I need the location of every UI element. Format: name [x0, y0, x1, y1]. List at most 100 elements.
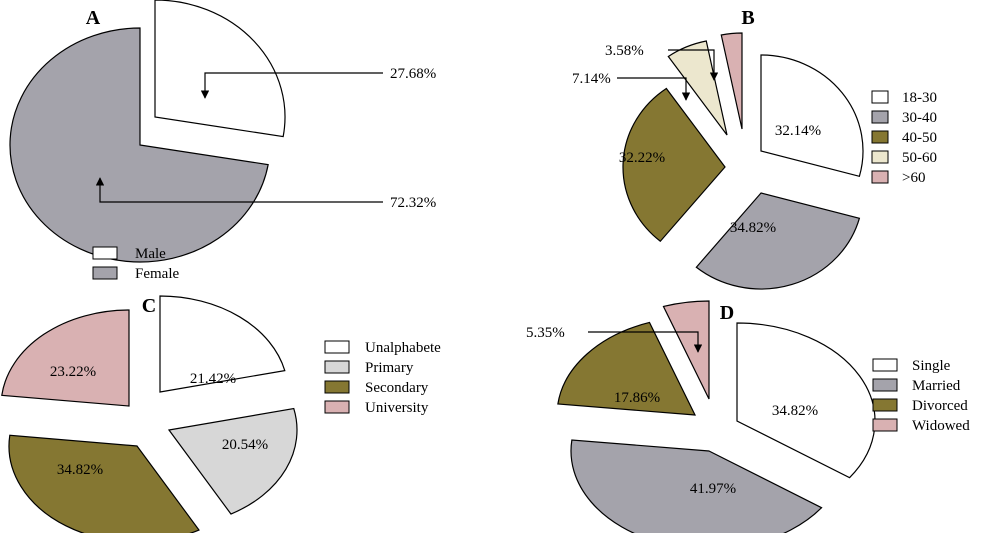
- slice-label-university: 23.22%: [50, 364, 96, 380]
- panel-b-callouts: 7.14% 3.58%: [572, 43, 719, 101]
- panel-c-slices: [1, 295, 298, 538]
- callout-arrow-widowed: [588, 331, 703, 353]
- slice-label-married: 41.97%: [690, 481, 736, 497]
- panel-d: D 34.82% 41.97% 17.86% 5.35% Single Marr…: [526, 300, 970, 538]
- panel-b: B 32.14% 34.82% 32.22% 7.14% 3.58% 18-30…: [572, 7, 937, 290]
- pie-slice-single: [736, 322, 876, 479]
- panel-d-slices: [557, 300, 876, 538]
- legend-label-unalphabete: Unalphabete: [365, 340, 441, 356]
- legend-swatch-primary: [324, 360, 350, 374]
- callout-label-male: 27.68%: [390, 66, 436, 82]
- legend-item-secondary: Secondary: [324, 380, 429, 396]
- pie-slice-divorced: [557, 321, 697, 416]
- legend-label-40-50: 40-50: [902, 130, 937, 146]
- pie-slice-40-50: [622, 87, 726, 243]
- legend-item-female: Female: [92, 266, 179, 282]
- legend-swatch-30-40: [871, 110, 889, 124]
- slice-label-divorced: 17.86%: [614, 390, 660, 406]
- panel-b-title: B: [741, 7, 754, 29]
- slice-label-18-30: 32.14%: [775, 123, 821, 139]
- legend-label-female: Female: [135, 266, 179, 282]
- legend-swatch-unalphabete: [324, 340, 350, 354]
- panel-a-slices: [9, 0, 286, 263]
- slice-label-30-40: 34.82%: [730, 220, 776, 236]
- slice-label-single: 34.82%: [772, 403, 818, 419]
- legend-swatch-married: [872, 378, 898, 392]
- legend-label-primary: Primary: [365, 360, 414, 376]
- pie-slice-30-40: [695, 192, 861, 290]
- pie-slice-widowed: [662, 300, 710, 400]
- panel-c-title: C: [142, 295, 156, 317]
- panel-b-legend: 18-30 30-40 40-50 50-60 >60: [871, 90, 937, 186]
- legend-swatch-40-50: [871, 130, 889, 144]
- panel-c: C 21.42% 20.54% 34.82% 23.22% Unalphabet…: [1, 295, 441, 538]
- callout-label-widowed: 5.35%: [526, 325, 565, 341]
- legend-item-university: University: [324, 400, 429, 416]
- pie-slice-female: [9, 27, 269, 263]
- callout-arrow-female: [95, 177, 383, 203]
- panel-a-title: A: [86, 7, 101, 29]
- panel-d-title: D: [720, 302, 734, 324]
- legend-swatch-gt60: [871, 170, 889, 184]
- legend-swatch-single: [872, 358, 898, 372]
- legend-swatch-female: [92, 266, 118, 280]
- legend-label-secondary: Secondary: [365, 380, 429, 396]
- legend-item-gt60: >60: [871, 170, 925, 186]
- legend-item-unalphabete: Unalphabete: [324, 340, 441, 356]
- pie-slice-18-30: [760, 54, 864, 178]
- legend-swatch-divorced: [872, 398, 898, 412]
- callout-label-gt60: 3.58%: [605, 43, 644, 59]
- panel-c-legend: Unalphabete Primary Secondary University: [324, 340, 441, 416]
- legend-swatch-university: [324, 400, 350, 414]
- panel-a-callouts: 27.68% 72.32%: [95, 66, 436, 211]
- callout-arrow-gt60: [668, 49, 719, 81]
- legend-item-male: Male: [92, 246, 166, 262]
- legend-label-divorced: Divorced: [912, 398, 968, 414]
- callout-label-50-60: 7.14%: [572, 71, 611, 87]
- legend-item-single: Single: [872, 358, 951, 374]
- pie-slice-50-60: [667, 40, 728, 136]
- legend-label-50-60: 50-60: [902, 150, 937, 166]
- panel-d-callouts: 5.35%: [526, 325, 703, 353]
- legend-label-widowed: Widowed: [912, 418, 970, 434]
- legend-item-divorced: Divorced: [872, 398, 968, 414]
- callout-arrow-50-60: [617, 77, 691, 101]
- legend-swatch-50-60: [871, 150, 889, 164]
- pie-slice-married: [570, 439, 823, 538]
- legend-item-40-50: 40-50: [871, 130, 937, 146]
- legend-label-18-30: 18-30: [902, 90, 937, 106]
- slice-label-unalphabete: 21.42%: [190, 371, 236, 387]
- legend-label-university: University: [365, 400, 429, 416]
- legend-swatch-secondary: [324, 380, 350, 394]
- pie-slice-unalphabete: [159, 295, 286, 393]
- pie-slice-primary: [167, 407, 298, 515]
- legend-swatch-18-30: [871, 90, 889, 104]
- pie-slice-male: [154, 0, 286, 138]
- panel-d-legend: Single Married Divorced Widowed: [872, 358, 970, 434]
- slice-label-primary: 20.54%: [222, 437, 268, 453]
- callout-label-female: 72.32%: [390, 195, 436, 211]
- legend-item-50-60: 50-60: [871, 150, 937, 166]
- panel-a: A 27.68% 72.32% Male Female: [9, 0, 436, 282]
- legend-item-18-30: 18-30: [871, 90, 937, 106]
- slice-label-40-50: 32.22%: [619, 150, 665, 166]
- pie-slice-gt60: [720, 32, 743, 130]
- legend-label-30-40: 30-40: [902, 110, 937, 126]
- panel-a-legend: Male Female: [92, 246, 179, 282]
- legend-label-married: Married: [912, 378, 961, 394]
- legend-item-30-40: 30-40: [871, 110, 937, 126]
- legend-label-male: Male: [135, 246, 166, 262]
- panel-b-slices: [622, 32, 864, 290]
- legend-label-gt60: >60: [902, 170, 925, 186]
- legend-item-married: Married: [872, 378, 961, 394]
- pie-slice-secondary: [8, 434, 200, 538]
- legend-item-widowed: Widowed: [872, 418, 970, 434]
- legend-swatch-male: [92, 246, 118, 260]
- legend-item-primary: Primary: [324, 360, 414, 376]
- callout-arrow-male: [200, 72, 383, 99]
- legend-label-single: Single: [912, 358, 951, 374]
- slice-label-secondary: 34.82%: [57, 462, 103, 478]
- legend-swatch-widowed: [872, 418, 898, 432]
- pie-slice-university: [1, 309, 130, 407]
